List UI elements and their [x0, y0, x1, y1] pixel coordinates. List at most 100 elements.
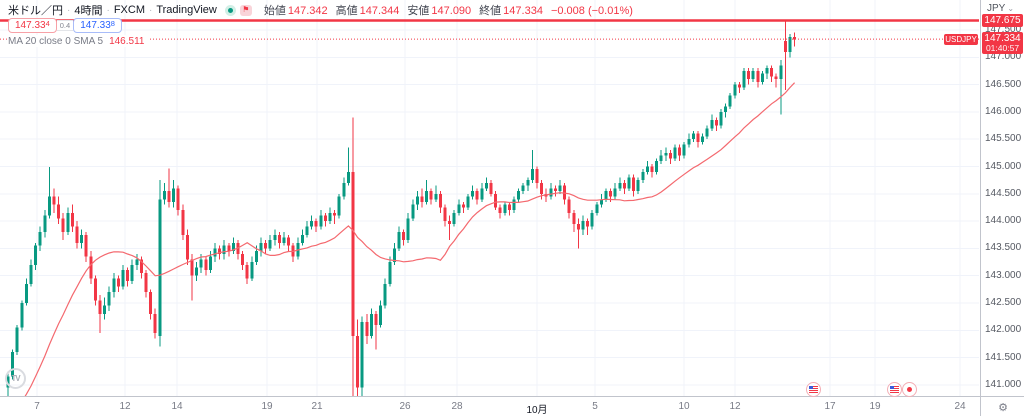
open-label: 始値	[263, 5, 286, 17]
price-tick-label: 141.000	[985, 378, 1022, 390]
candle-body	[710, 120, 714, 129]
candle-body	[342, 182, 346, 197]
candle-body	[52, 196, 56, 205]
time-tick-label: 12	[119, 401, 131, 412]
candle-body	[66, 212, 70, 233]
candlestick-chart[interactable]	[0, 0, 979, 396]
candle-body	[333, 212, 337, 216]
price-tick-label: 142.000	[985, 324, 1022, 336]
candle-body	[98, 300, 102, 314]
candle-body	[553, 188, 557, 192]
candle-body	[107, 292, 111, 306]
candle-body	[742, 70, 746, 88]
candle-body	[599, 199, 603, 205]
candle-body	[15, 327, 19, 353]
bid-price-fraction: 4	[45, 18, 50, 28]
japan-flag-event-icon[interactable]	[901, 382, 917, 397]
candle-body	[636, 180, 640, 192]
candle-body	[374, 313, 378, 325]
tradingview-watermark-logo: TV	[5, 368, 26, 389]
symbol-name[interactable]: 米ドル／円	[8, 5, 63, 17]
candle-body	[314, 221, 318, 227]
exchange-label[interactable]: FXCM	[113, 4, 145, 16]
us-flag-event-icon[interactable]	[805, 382, 821, 397]
candle-body	[751, 70, 755, 80]
symbol-price-label: USDJPY	[944, 33, 978, 45]
buy-button[interactable]: 147.33 8	[73, 17, 122, 33]
candle-body	[406, 218, 410, 241]
candle-body	[540, 182, 544, 194]
ma-indicator-legend[interactable]: MA 20 close 0 SMA 5 146.511	[8, 35, 149, 47]
currency-label: JPY	[987, 3, 1006, 14]
candle-body	[770, 68, 774, 77]
candle-body	[641, 171, 645, 181]
high-price-badge: 147.675	[982, 13, 1023, 27]
flag-symbol-icon[interactable]: ⚑	[239, 4, 252, 16]
time-axis[interactable]: 7 12 14 19 21 26 28 10月 5 10 12 17 19 24	[0, 396, 980, 416]
market-status-icon[interactable]	[224, 4, 236, 16]
candle-body	[415, 196, 419, 205]
candle-body	[576, 223, 580, 230]
candle-body	[480, 188, 484, 200]
time-tick-label: 14	[171, 401, 183, 412]
candle-body	[218, 248, 222, 254]
last-price-value: 147.334	[984, 33, 1021, 45]
candle-body	[411, 204, 415, 219]
candle-body	[121, 270, 125, 287]
candle-body	[678, 147, 682, 156]
candle-body	[379, 305, 383, 325]
candle-body	[475, 191, 479, 200]
candle-body	[392, 248, 396, 263]
candle-body	[190, 259, 194, 276]
interval-label[interactable]: 4時間	[74, 5, 103, 17]
candle-body	[195, 267, 199, 276]
candle-wick	[48, 167, 50, 219]
candle-body	[774, 76, 778, 80]
price-tick-label: 146.500	[985, 78, 1022, 90]
candle-body	[535, 169, 539, 183]
candle-body	[668, 152, 672, 159]
time-tick-label: 12	[729, 401, 741, 412]
sell-button[interactable]: 147.33 4	[8, 17, 57, 33]
candle-body	[204, 259, 208, 271]
candle-body	[29, 264, 33, 284]
candle-body	[425, 191, 429, 202]
axis-settings-corner[interactable]: ⚙	[980, 396, 1024, 416]
time-tick-label: 24	[954, 401, 966, 412]
ohlc-readout: 始値 147.342 高値 147.344 安値 147.090 終値 147.334 −0.0…	[264, 2, 633, 18]
candle-body	[181, 210, 185, 235]
candle-body	[512, 199, 516, 211]
candle-body	[526, 180, 530, 186]
candle-body	[199, 259, 203, 268]
candle-body	[682, 144, 686, 156]
candle-body	[287, 237, 291, 246]
candle-body	[604, 191, 608, 200]
candle-body	[116, 278, 120, 287]
price-tick-label: 143.000	[985, 269, 1022, 281]
candle-body	[627, 177, 631, 189]
price-axis[interactable]: JPY ⌄ 147.500 147.000 146.500 146.000 145.500…	[980, 0, 1024, 396]
candle-wick	[449, 215, 451, 241]
candle-body	[793, 37, 797, 40]
candle-body	[20, 303, 24, 328]
candle-body	[494, 193, 498, 208]
candle-body	[650, 166, 654, 172]
candle-body	[172, 188, 176, 202]
gear-icon[interactable]: ⚙	[998, 401, 1008, 414]
separator: ·	[106, 4, 110, 16]
candle-body	[268, 240, 272, 249]
candle-body	[89, 256, 93, 279]
candle-body	[765, 68, 769, 74]
us-flag-event-icon[interactable]	[886, 382, 902, 397]
price-tick-label: 144.500	[985, 187, 1022, 199]
time-tick-label: 5	[592, 401, 598, 412]
candle-body	[360, 322, 364, 388]
candle-body	[452, 212, 456, 224]
candle-body	[158, 199, 162, 336]
candle-body	[222, 245, 226, 254]
platform-label[interactable]: TradingView	[156, 4, 217, 16]
candle-body	[227, 245, 231, 252]
candle-body	[356, 335, 360, 388]
currency-dropdown[interactable]: JPY ⌄	[987, 3, 1014, 14]
candle-wick	[462, 201, 464, 213]
